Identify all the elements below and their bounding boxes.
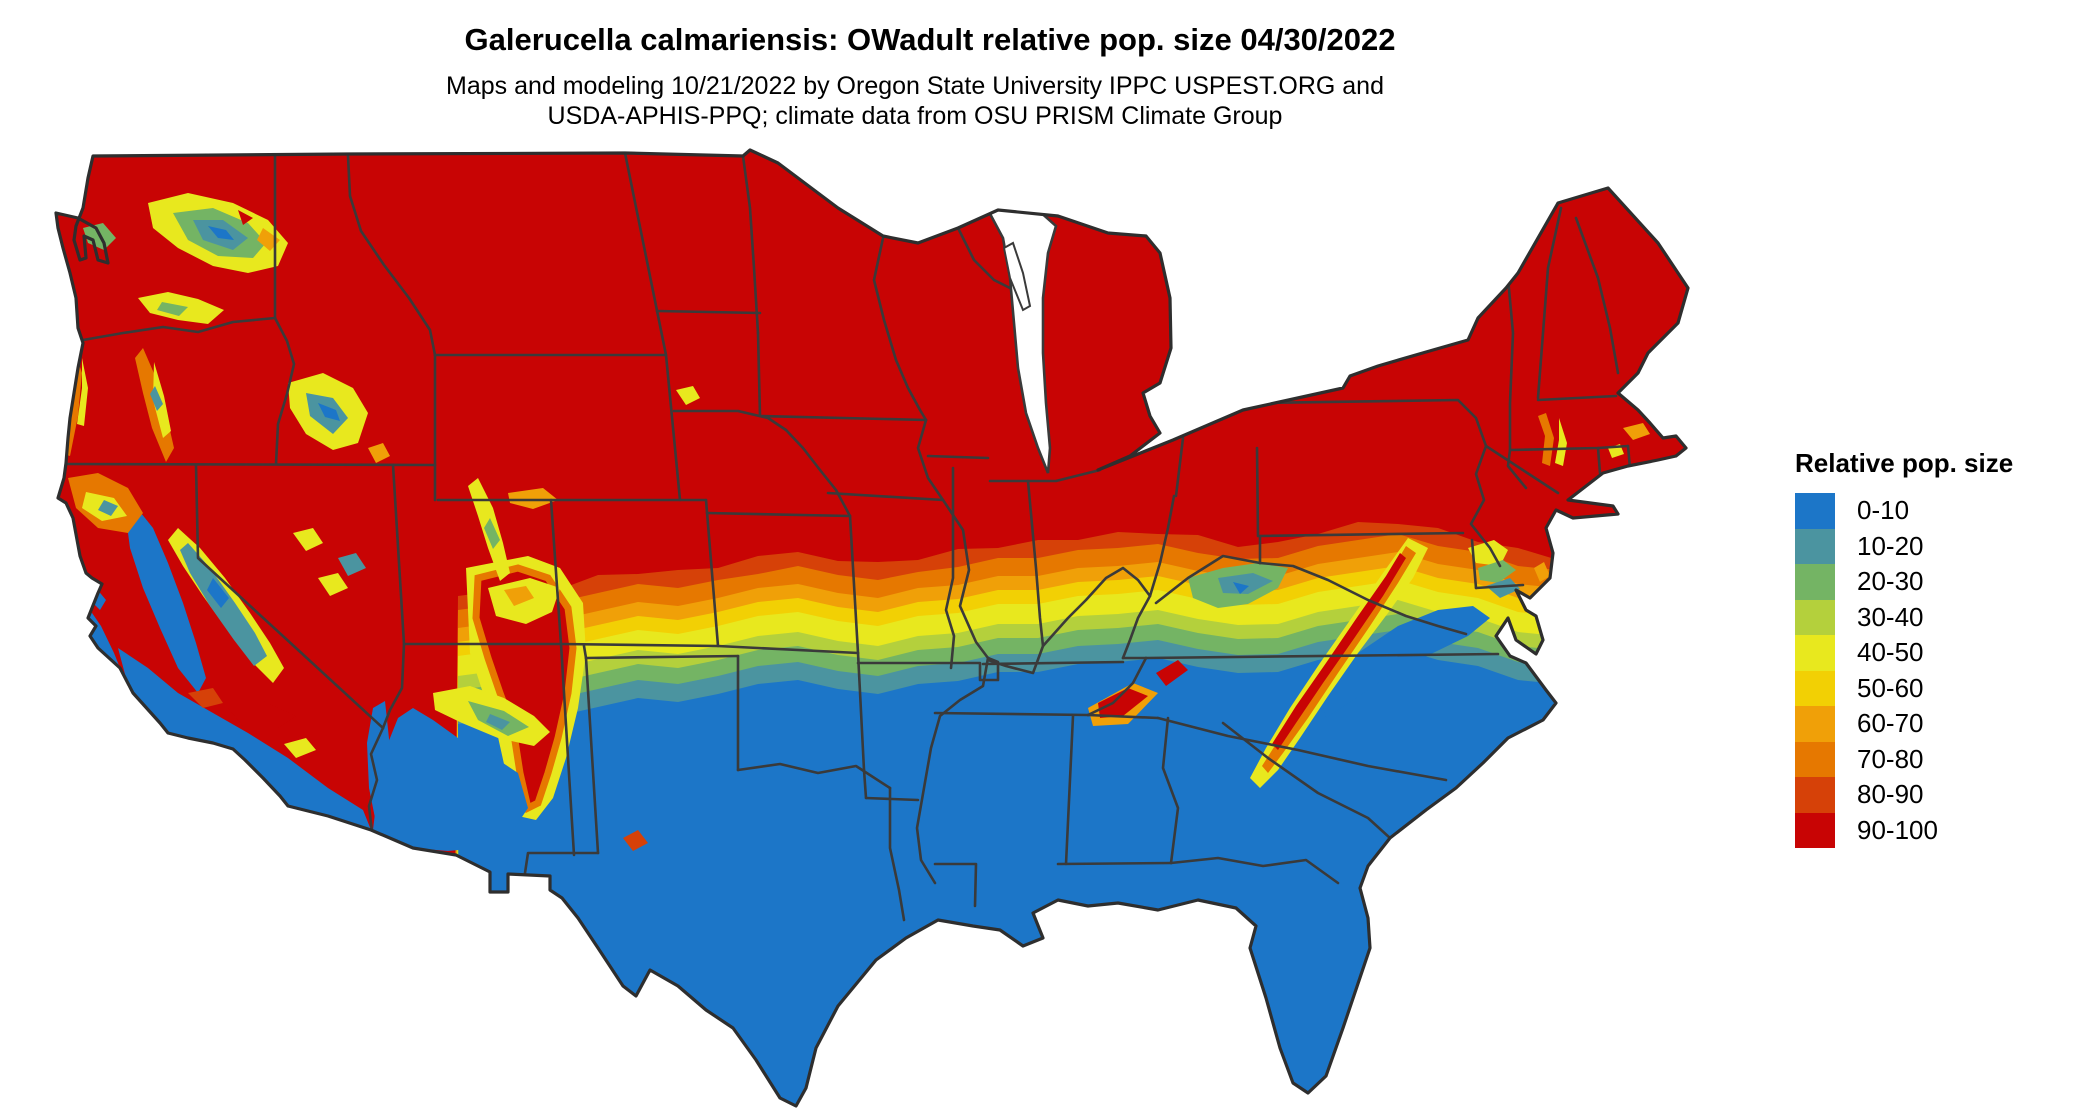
legend-item: 30-40 bbox=[1795, 599, 2095, 635]
legend-item: 40-50 bbox=[1795, 635, 2095, 671]
green-bay bbox=[1002, 241, 1032, 312]
legend-label: 90-100 bbox=[1857, 814, 1938, 845]
legend-swatch-30-40 bbox=[1795, 599, 1835, 635]
legend-item: 0-10 bbox=[1795, 493, 2095, 529]
legend-label: 30-40 bbox=[1857, 601, 1924, 632]
legend-item: 90-100 bbox=[1795, 812, 2095, 848]
legend-swatch-90-100 bbox=[1795, 812, 1835, 848]
legend-swatch-50-60 bbox=[1795, 670, 1835, 706]
legend-swatch-0-10 bbox=[1795, 493, 1835, 529]
legend-label: 10-20 bbox=[1857, 530, 1924, 561]
page-title: Galerucella calmariensis: OWadult relati… bbox=[464, 22, 1396, 57]
legend-swatch-10-20 bbox=[1795, 528, 1835, 564]
legend-item: 80-90 bbox=[1795, 777, 2095, 813]
legend-label: 60-70 bbox=[1857, 708, 1924, 739]
legend-item: 20-30 bbox=[1795, 564, 2095, 600]
legend-title: Relative pop. size bbox=[1795, 448, 2014, 478]
legend-item: 50-60 bbox=[1795, 670, 2095, 706]
legend-label: 0-10 bbox=[1857, 495, 1910, 526]
legend-label: 20-30 bbox=[1857, 566, 1924, 597]
legend-item: 10-20 bbox=[1795, 528, 2095, 564]
legend-label: 70-80 bbox=[1857, 743, 1924, 774]
state-borders bbox=[64, 151, 1632, 922]
us-map-svg bbox=[54, 148, 1690, 1108]
lake-michigan bbox=[986, 201, 1058, 474]
legend-item: 60-70 bbox=[1795, 706, 2095, 742]
legend-label: 80-90 bbox=[1857, 779, 1924, 810]
legend-swatch-40-50 bbox=[1795, 635, 1835, 671]
us-population-map bbox=[38, 148, 1703, 1114]
subtitle-line-1: Maps and modeling 10/21/2022 by Oregon S… bbox=[446, 72, 1384, 100]
legend-label: 40-50 bbox=[1857, 637, 1924, 668]
legend-swatch-20-30 bbox=[1795, 564, 1835, 600]
legend-swatch-70-80 bbox=[1795, 741, 1835, 777]
legend-swatch-80-90 bbox=[1795, 777, 1835, 813]
us-outline bbox=[54, 148, 1690, 1108]
legend-swatch-60-70 bbox=[1795, 706, 1835, 742]
subtitle-line-2: USDA-APHIS-PPQ; climate data from OSU PR… bbox=[547, 102, 1283, 130]
legend: Relative pop. size 0-10 10-20 20-30 30-4… bbox=[1795, 448, 2095, 848]
legend-item: 70-80 bbox=[1795, 741, 2095, 777]
legend-label: 50-60 bbox=[1857, 672, 1924, 703]
